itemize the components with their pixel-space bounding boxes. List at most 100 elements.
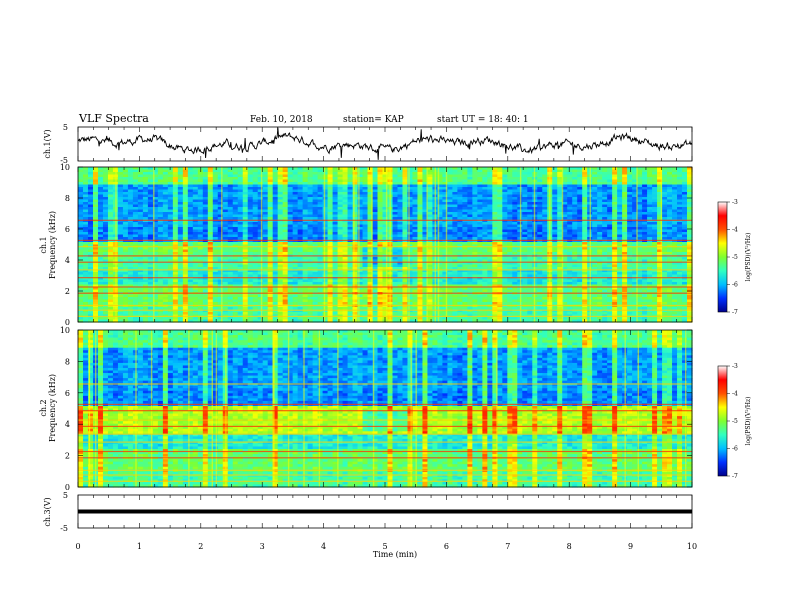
- spectrogram-cell: [192, 174, 199, 178]
- spectrogram-cell: [627, 174, 633, 178]
- spectrogram-cell: [152, 172, 159, 176]
- spectrogram-cell: [647, 187, 653, 191]
- spectrogram-cell: [107, 177, 114, 181]
- spectrogram-cell: [632, 179, 638, 183]
- spectrogram-cell: [472, 187, 478, 191]
- spectrogram-cell: [667, 182, 673, 186]
- spectrogram-cell: [82, 189, 89, 193]
- spectrogram-cell: [102, 169, 109, 173]
- spectrogram-cell: [177, 167, 184, 171]
- spectrogram-cell: [347, 182, 354, 186]
- spectrogram-cell: [597, 172, 603, 176]
- spectrogram-cell: [142, 174, 149, 178]
- spectrogram-cell: [227, 172, 234, 176]
- spectrogram-cell: [567, 184, 573, 188]
- spectrogram-cell: [477, 179, 483, 183]
- spectrogram-cell: [257, 187, 264, 191]
- spectrogram-cell: [132, 184, 139, 188]
- spectrogram-cell: [617, 179, 623, 183]
- spectrogram-cell: [317, 172, 324, 176]
- spectrogram-cell: [187, 182, 194, 186]
- spectrogram-cell: [397, 179, 404, 183]
- spectrogram-cell: [482, 169, 488, 173]
- spectrogram-cell: [257, 182, 264, 186]
- spectrogram-cell: [102, 179, 109, 183]
- spectrogram-cell: [512, 182, 518, 186]
- spectrogram-cell: [177, 172, 184, 176]
- spectrogram-cell: [652, 179, 658, 183]
- spectrogram-cell: [372, 179, 379, 183]
- spectrogram-cell: [287, 172, 294, 176]
- spectrogram-cell: [687, 182, 693, 186]
- spectrogram-cell: [687, 187, 693, 191]
- spectrogram-cell: [592, 187, 598, 191]
- spectrogram-cell: [562, 179, 568, 183]
- spectrogram-cell: [137, 172, 144, 176]
- spectrogram-cell: [417, 177, 424, 181]
- spectrogram-cell: [607, 182, 613, 186]
- spectrogram-cell: [617, 172, 623, 176]
- spectrogram-cell: [477, 169, 483, 173]
- spectrogram-cell: [572, 182, 578, 186]
- spectrogram-cell: [78, 167, 84, 171]
- spectrogram-cell: [487, 187, 493, 191]
- spectrogram-cell: [297, 177, 304, 181]
- spectrogram-cell: [487, 177, 493, 181]
- spectrogram-cell: [197, 184, 204, 188]
- date-label: Feb. 10, 2018: [250, 115, 313, 125]
- spectrogram-cell: [492, 172, 498, 176]
- spectrogram-cell: [422, 172, 429, 176]
- spectrogram-cell: [437, 184, 443, 188]
- spectrogram-cell: [157, 172, 164, 176]
- spectrogram-cell: [207, 189, 214, 193]
- spectrogram-cell: [272, 167, 279, 171]
- spectrogram-cell: [247, 174, 254, 178]
- spectrogram-cell: [627, 169, 633, 173]
- spectrogram-cell: [647, 177, 653, 181]
- spectrogram-cell: [87, 182, 94, 186]
- spectrogram-cell: [642, 182, 648, 186]
- spectrogram-cell: [442, 179, 448, 183]
- spectrogram-cell: [187, 174, 194, 178]
- spectrogram-cell: [142, 182, 149, 186]
- spectrogram-cell: [607, 174, 613, 178]
- spectrogram-cell: [132, 174, 139, 178]
- spectrogram-cell: [637, 172, 643, 176]
- spectrogram-cell: [617, 182, 623, 186]
- spectrogram-cell: [182, 187, 189, 191]
- spectrogram-cell: [242, 187, 249, 191]
- spectrogram-cell: [332, 169, 339, 173]
- spectrogram-cell: [202, 187, 209, 191]
- spectrogram-cell: [182, 189, 189, 193]
- spectrogram-cell: [667, 172, 673, 176]
- spectrogram-cell: [162, 177, 169, 181]
- figure-title: VLF Spectra: [78, 112, 149, 125]
- spectrogram-cell: [367, 184, 374, 188]
- spectrogram-cell: [682, 174, 688, 178]
- spectrogram-cell: [252, 167, 259, 171]
- spectrogram-cell: [257, 169, 264, 173]
- spectrogram-cell: [207, 179, 214, 183]
- spectrogram-cell: [352, 177, 359, 181]
- spectrogram-cell: [277, 187, 284, 191]
- spectrogram-cell: [272, 169, 279, 173]
- spectrogram-cell: [157, 169, 164, 173]
- spectrogram-cell: [457, 184, 463, 188]
- spectrogram-cell: [307, 182, 314, 186]
- spectrogram-cell: [492, 184, 498, 188]
- spectrogram-cell: [237, 187, 244, 191]
- spectrogram-cell: [682, 172, 688, 176]
- spectrogram-cell: [597, 177, 603, 181]
- spectrogram-cell: [182, 177, 189, 181]
- spectrogram-cell: [317, 184, 324, 188]
- spectrogram-cell: [657, 182, 663, 186]
- spectrogram-cell: [282, 167, 289, 171]
- spectrogram-cell: [172, 187, 179, 191]
- spectrogram-cell: [212, 182, 219, 186]
- spectrogram-cell: [342, 177, 349, 181]
- spectrogram-cell: [422, 167, 429, 171]
- spectrogram-cell: [497, 169, 503, 173]
- spectrogram-cell: [82, 187, 89, 191]
- spectrogram-cell: [527, 169, 533, 173]
- spectrogram-cell: [682, 182, 688, 186]
